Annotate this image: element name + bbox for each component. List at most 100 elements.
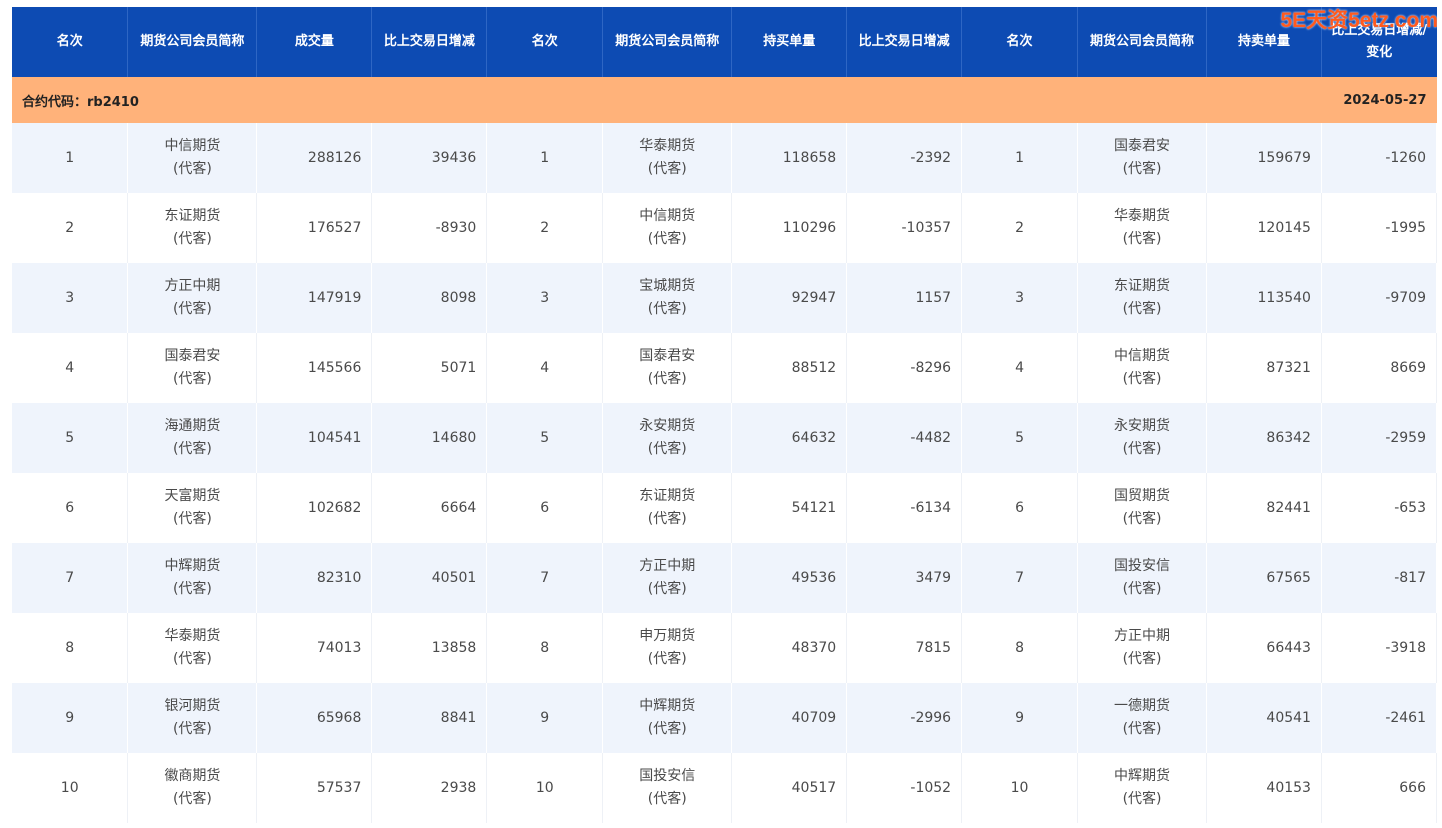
member-name: 东证期货 (1114, 278, 1171, 294)
member-name: 中辉期货 (1114, 768, 1171, 784)
vol-rank-cell: 8 (12, 613, 129, 683)
member-agency-note: (代客) (1122, 721, 1162, 737)
vol-change-cell: 2938 (371, 753, 488, 823)
vol-member-cell: 徽商期货 (代客) (127, 753, 258, 823)
member-name: 国投安信 (1114, 558, 1171, 574)
buy-quantity-cell: 64632 (731, 403, 848, 473)
position-ranking-table: 名次 期货公司会员简称 成交量 比上交易日增减 名次 期货公司会员简称 持买单量… (12, 7, 1438, 823)
member-agency-note: (代客) (647, 651, 687, 667)
member-name: 中信期货 (639, 208, 696, 224)
member-agency-note: (代客) (1122, 371, 1162, 387)
member-agency-note: (代客) (1122, 231, 1162, 247)
vol-quantity-cell: 57537 (256, 753, 373, 823)
table-row: 10 徽商期货 (代客) 57537 2938 10 国投安信 (代客) 40517 -1052 1… (12, 753, 1438, 823)
vol-rank-cell: 7 (12, 543, 129, 613)
buy-rank-cell: 10 (486, 753, 604, 823)
member-name: 宝城期货 (639, 278, 696, 294)
member-name: 天富期货 (164, 488, 221, 504)
vol-rank-cell: 10 (12, 753, 129, 823)
sell-change-cell: -2959 (1321, 403, 1438, 473)
member-agency-note: (代客) (172, 791, 212, 807)
vol-change-cell: 5071 (371, 333, 488, 403)
sell-quantity-cell: 82441 (1206, 473, 1322, 543)
vol-change-cell: 39436 (371, 123, 488, 193)
member-name: 华泰期货 (639, 138, 696, 154)
member-name: 海通期货 (164, 418, 221, 434)
vol-member-cell: 方正中期 (代客) (127, 263, 258, 333)
buy-rank-cell: 3 (486, 263, 604, 333)
member-name: 一德期货 (1114, 698, 1171, 714)
buy-change-cell: -1052 (846, 753, 963, 823)
sell-change-cell: -817 (1321, 543, 1438, 613)
contract-code: 合约代码：rb2410 (12, 77, 732, 123)
ranking-table-container: 名次 期货公司会员简称 成交量 比上交易日增减 名次 期货公司会员简称 持买单量… (12, 7, 1438, 823)
vol-change-cell: 8841 (371, 683, 488, 753)
buy-member-cell: 国泰君安 (代客) (602, 333, 733, 403)
vol-quantity-cell: 102682 (256, 473, 373, 543)
sell-rank-cell: 10 (961, 753, 1079, 823)
table-row: 3 方正中期 (代客) 147919 8098 3 宝城期货 (代客) 92947 1157 3 东证… (12, 263, 1438, 333)
sell-quantity-cell: 120145 (1206, 193, 1322, 263)
buy-quantity-cell: 40517 (731, 753, 848, 823)
header-buy-rank: 名次 (486, 7, 604, 77)
sell-member-cell: 国投安信 (代客) (1077, 543, 1208, 613)
sell-member-cell: 方正中期 (代客) (1077, 613, 1208, 683)
header-buy-qty: 持买单量 (731, 7, 848, 77)
sell-rank-cell: 2 (961, 193, 1079, 263)
vol-quantity-cell: 74013 (256, 613, 373, 683)
vol-rank-cell: 1 (12, 123, 129, 193)
member-agency-note: (代客) (647, 581, 687, 597)
buy-quantity-cell: 92947 (731, 263, 848, 333)
member-name: 徽商期货 (164, 768, 221, 784)
member-agency-note: (代客) (647, 721, 687, 737)
vol-member-cell: 银河期货 (代客) (127, 683, 258, 753)
member-name: 银河期货 (164, 698, 221, 714)
member-agency-note: (代客) (172, 441, 212, 457)
vol-quantity-cell: 176527 (256, 193, 373, 263)
buy-rank-cell: 6 (486, 473, 604, 543)
table-row: 5 海通期货 (代客) 104541 14680 5 永安期货 (代客) 64632 -4482 5… (12, 403, 1438, 473)
table-row: 6 天富期货 (代客) 102682 6664 6 东证期货 (代客) 54121 -6134 6 国… (12, 473, 1438, 543)
sell-rank-cell: 4 (961, 333, 1079, 403)
member-agency-note: (代客) (1122, 161, 1162, 177)
vol-change-cell: 6664 (371, 473, 488, 543)
sell-quantity-cell: 67565 (1206, 543, 1322, 613)
buy-member-cell: 宝城期货 (代客) (602, 263, 733, 333)
member-name: 方正中期 (639, 558, 696, 574)
member-agency-note: (代客) (647, 371, 687, 387)
sell-member-cell: 东证期货 (代客) (1077, 263, 1208, 333)
table-header: 名次 期货公司会员简称 成交量 比上交易日增减 名次 期货公司会员简称 持买单量… (12, 7, 1437, 77)
vol-rank-cell: 6 (12, 473, 129, 543)
buy-change-cell: -10357 (846, 193, 963, 263)
table-row: 7 中辉期货 (代客) 82310 40501 7 方正中期 (代客) 49536 3479 7 国投… (12, 543, 1438, 613)
buy-change-cell: 1157 (846, 263, 963, 333)
sell-rank-cell: 3 (961, 263, 1079, 333)
sell-change-cell: -653 (1321, 473, 1438, 543)
member-name: 东证期货 (639, 488, 696, 504)
table-row: 8 华泰期货 (代客) 74013 13858 8 申万期货 (代客) 48370 7815 8 方正… (12, 613, 1438, 683)
vol-rank-cell: 4 (12, 333, 129, 403)
sell-member-cell: 中信期货 (代客) (1077, 333, 1208, 403)
vol-member-cell: 中信期货 (代客) (127, 123, 258, 193)
member-agency-note: (代客) (647, 301, 687, 317)
header-volume-rank: 名次 (12, 7, 129, 77)
buy-rank-cell: 4 (486, 333, 604, 403)
buy-quantity-cell: 118658 (731, 123, 848, 193)
vol-quantity-cell: 104541 (256, 403, 373, 473)
buy-change-cell: 3479 (846, 543, 963, 613)
table-body: 1 中信期货 (代客) 288126 39436 1 华泰期货 (代客) 118658 -2392… (12, 123, 1438, 823)
buy-quantity-cell: 54121 (731, 473, 848, 543)
vol-member-cell: 天富期货 (代客) (127, 473, 258, 543)
vol-member-cell: 海通期货 (代客) (127, 403, 258, 473)
vol-change-cell: -8930 (371, 193, 488, 263)
buy-quantity-cell: 110296 (731, 193, 848, 263)
member-name: 国泰君安 (1114, 138, 1171, 154)
sell-rank-cell: 1 (961, 123, 1079, 193)
vol-member-cell: 国泰君安 (代客) (127, 333, 258, 403)
member-name: 国泰君安 (639, 348, 696, 364)
vol-member-cell: 中辉期货 (代客) (127, 543, 258, 613)
buy-rank-cell: 8 (486, 613, 604, 683)
sell-rank-cell: 6 (961, 473, 1079, 543)
buy-member-cell: 永安期货 (代客) (602, 403, 733, 473)
vol-rank-cell: 2 (12, 193, 129, 263)
